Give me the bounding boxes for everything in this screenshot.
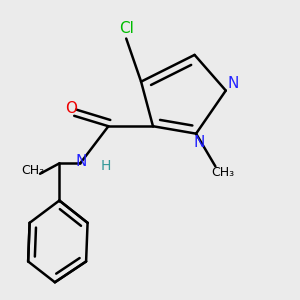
Text: N: N [227,76,239,91]
Text: N: N [76,154,87,169]
Text: Cl: Cl [119,21,134,36]
Text: O: O [65,101,77,116]
Text: CH₃: CH₃ [21,164,44,177]
Text: H: H [100,159,111,173]
Text: CH₃: CH₃ [211,167,234,179]
Text: N: N [194,135,205,150]
